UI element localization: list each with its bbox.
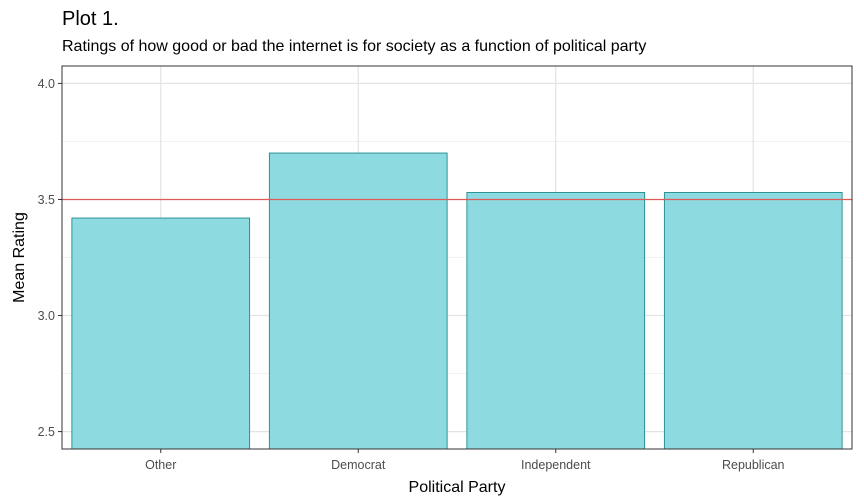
- bar-independent: [466, 192, 646, 450]
- x-tick-label: Democrat: [331, 458, 386, 472]
- y-tick-label: 4.0: [38, 77, 55, 91]
- x-axis-title: Political Party: [409, 479, 506, 496]
- panel-border: [61, 65, 853, 450]
- chart-title: Plot 1.: [62, 8, 119, 30]
- bar-republican: [663, 192, 843, 450]
- bar-democrat: [268, 152, 448, 450]
- chart-subtitle: Ratings of how good or bad the internet …: [62, 38, 647, 55]
- y-tick-label: 3.5: [38, 193, 55, 207]
- x-tick-label: Republican: [722, 458, 785, 472]
- x-tick-label: Other: [145, 458, 176, 472]
- bars: [71, 152, 843, 450]
- x-axis-ticks: Other Democrat Independent Republican: [145, 449, 785, 472]
- y-axis-title: Mean Rating: [11, 212, 28, 303]
- y-tick-label: 3.0: [38, 309, 55, 323]
- x-tick-label: Independent: [521, 458, 591, 472]
- y-tick-label: 2.5: [38, 425, 55, 439]
- bar-other: [71, 217, 251, 450]
- y-axis-ticks: 2.5 3.0 3.5 4.0: [38, 77, 62, 439]
